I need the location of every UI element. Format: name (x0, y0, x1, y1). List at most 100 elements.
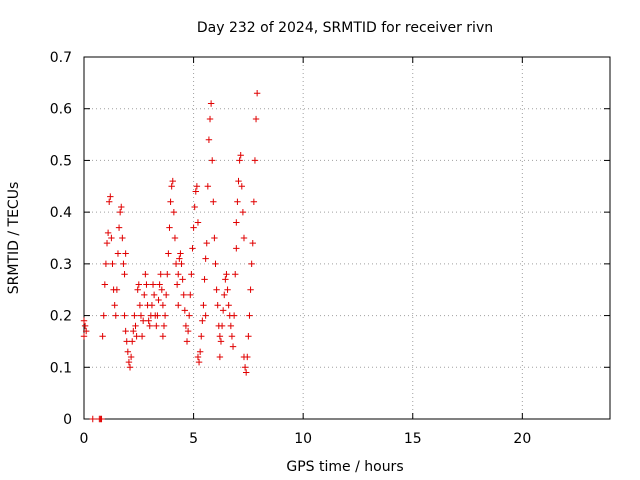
data-point (230, 312, 238, 319)
data-point (184, 327, 192, 335)
data-point (177, 250, 184, 257)
data-point (122, 250, 129, 257)
data-point (236, 157, 243, 164)
data-point (155, 296, 162, 304)
data-point (253, 90, 261, 97)
data-point (164, 271, 171, 278)
data-point (186, 312, 193, 319)
data-point (161, 312, 169, 319)
data-point (176, 255, 183, 262)
data-point (131, 312, 138, 319)
data-point (101, 281, 109, 288)
axis-ticks: 0 5 10 15 20 0 0.1 0.2 0.3 0.4 0.5 0.6 0.7 (50, 50, 610, 447)
data-point (206, 115, 214, 123)
data-point (196, 348, 204, 355)
data-point (232, 271, 239, 278)
data-point (143, 281, 150, 288)
data-point (235, 177, 242, 185)
data-point (238, 183, 245, 190)
data-point (251, 157, 259, 164)
data-point (173, 281, 181, 288)
data-point (149, 281, 157, 288)
data-point (89, 415, 96, 423)
data-point (106, 198, 113, 205)
data-point (159, 302, 167, 309)
data-point (210, 198, 217, 205)
chart-title: Day 232 of 2024, SRMTID for receiver riv… (197, 20, 493, 36)
data-point (159, 333, 167, 340)
data-point (245, 333, 252, 340)
data-point (141, 291, 148, 299)
data-point (111, 302, 118, 309)
data-point (81, 322, 89, 330)
y-tick-label: 0.4 (50, 205, 72, 221)
plot-frame (83, 56, 611, 420)
data-point (138, 333, 146, 340)
data-point (194, 353, 202, 361)
y-tick-label: 0 (63, 412, 72, 428)
data-point (153, 322, 160, 330)
data-point (188, 271, 195, 278)
data-point (207, 100, 215, 107)
data-point (204, 183, 212, 190)
data-point (241, 364, 249, 371)
data-point (242, 369, 250, 376)
data-point (193, 183, 201, 190)
data-point (183, 338, 191, 345)
data-point (121, 271, 128, 278)
data-point (194, 219, 202, 226)
data-point (126, 364, 134, 371)
x-axis-label: GPS time / hours (286, 459, 403, 475)
data-point (118, 203, 125, 211)
data-point (200, 302, 207, 309)
data-point (249, 239, 256, 247)
data-point (218, 322, 226, 330)
data-point (202, 255, 209, 262)
data-point (123, 338, 130, 345)
data-point (216, 353, 224, 361)
data-point (80, 317, 88, 324)
data-point (98, 415, 105, 423)
data-point (107, 193, 114, 200)
data-point (116, 208, 124, 216)
data-point (130, 327, 137, 335)
data-point (244, 353, 251, 361)
data-point (121, 312, 128, 319)
data-point (109, 260, 116, 268)
data-point (203, 239, 210, 247)
data-point (162, 291, 170, 299)
data-point (239, 208, 247, 216)
data-point (192, 188, 199, 195)
data-point (100, 312, 107, 319)
data-point (187, 291, 194, 299)
data-point (223, 271, 230, 278)
data-point (170, 208, 178, 216)
data-point (129, 338, 136, 345)
data-point (115, 224, 123, 231)
data-point (240, 234, 248, 242)
y-tick-label: 0.3 (50, 257, 72, 273)
data-point (212, 260, 219, 268)
data-point (113, 286, 121, 293)
data-point (189, 245, 196, 252)
data-point (179, 276, 186, 283)
data-point (127, 353, 135, 361)
data-point (219, 307, 227, 314)
data-point (181, 307, 189, 314)
data-point (190, 224, 197, 231)
data-point (102, 260, 110, 268)
data-point (224, 286, 231, 293)
data-point (148, 302, 156, 309)
data-point (165, 250, 172, 257)
data-point (119, 234, 126, 242)
data-point (108, 234, 115, 242)
data-point (202, 312, 209, 319)
data-point (209, 157, 216, 164)
data-point (142, 271, 149, 278)
data-point (137, 312, 145, 319)
data-point (114, 250, 122, 257)
data-point (213, 286, 220, 293)
data-point (205, 136, 213, 143)
data-point (199, 317, 206, 324)
